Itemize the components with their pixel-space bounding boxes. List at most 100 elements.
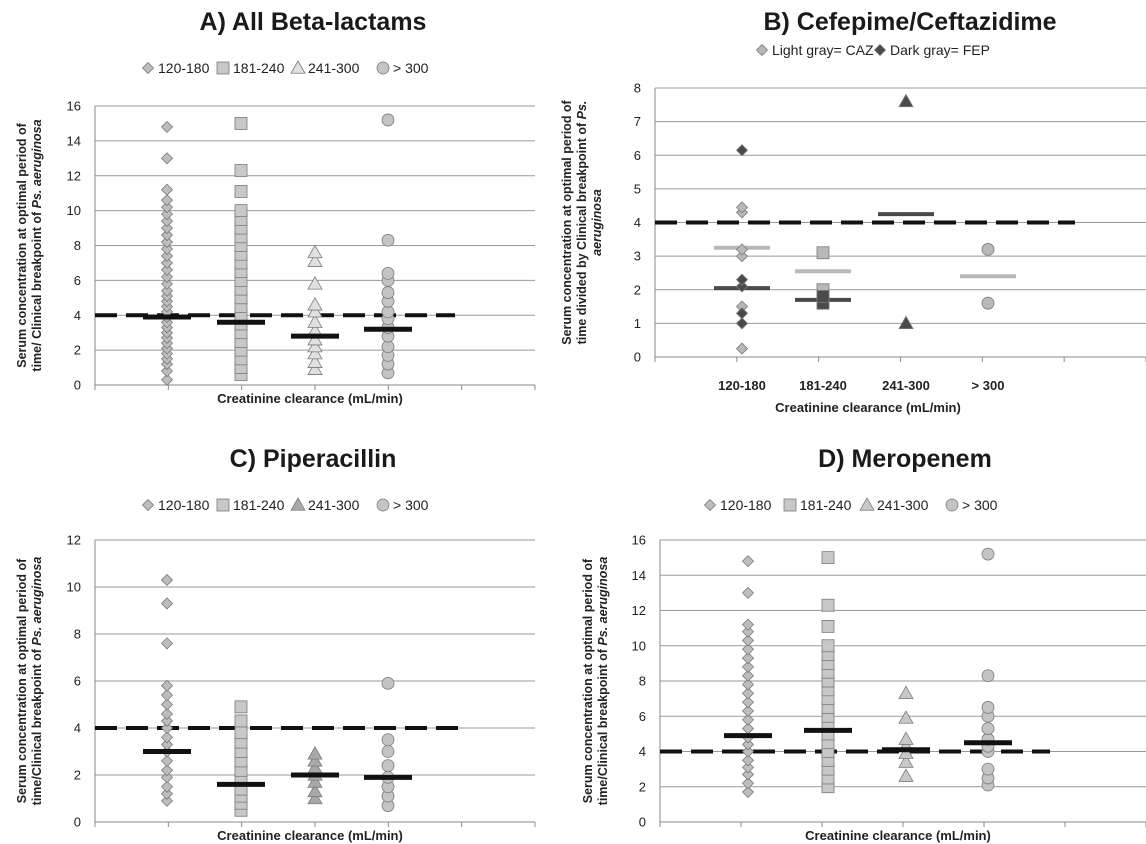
- y-tick-label: 1: [634, 316, 641, 331]
- data-point: [160, 689, 174, 702]
- data-point: [735, 144, 749, 157]
- legend-label: 120-180: [158, 60, 210, 76]
- legend-label: Dark gray= FEP: [890, 42, 990, 58]
- legend-marker: [783, 498, 797, 512]
- y-tick-label: 7: [634, 114, 641, 129]
- data-point: [981, 762, 995, 776]
- data-point: [741, 618, 755, 631]
- data-point: [898, 754, 914, 768]
- y-tick-label: 14: [632, 568, 646, 583]
- y-axis-label: Serum concentration at optimal period of: [15, 122, 29, 367]
- data-point: [307, 354, 323, 368]
- data-point: [160, 277, 174, 290]
- data-point: [307, 746, 323, 760]
- legend-marker: [755, 43, 769, 57]
- y-tick-label: 8: [74, 238, 81, 253]
- legend-marker: [290, 497, 306, 511]
- data-point: [160, 794, 174, 807]
- data-point: [307, 783, 323, 798]
- data-point: [160, 364, 174, 378]
- y-tick-label: 4: [74, 721, 81, 736]
- legend-marker: [376, 498, 390, 512]
- data-point: [307, 303, 323, 318]
- y-tick-label: 12: [67, 533, 81, 548]
- chart-title: A) All Beta-lactams: [200, 8, 427, 36]
- data-point: [160, 714, 174, 728]
- data-point: [160, 208, 174, 221]
- legend-marker: [290, 60, 306, 74]
- data-point: [160, 152, 174, 165]
- data-point: [741, 678, 755, 691]
- data-point: [234, 726, 248, 740]
- data-point: [160, 373, 174, 386]
- data-point: [160, 201, 174, 214]
- x-axis-label: Creatinine clearance (mL/min): [775, 400, 961, 415]
- legend-label: > 300: [393, 497, 429, 513]
- data-point: [160, 194, 174, 207]
- x-category-label: 241-300: [882, 378, 930, 393]
- y-tick-label: 0: [74, 815, 81, 830]
- y-tick-label: 4: [634, 215, 641, 230]
- y-tick-label: 6: [634, 148, 641, 163]
- legend-label: 181-240: [233, 497, 285, 513]
- panel-c: C) Piperacillin 0 2 4 6 8 10 12 Serum concentrat…: [15, 445, 536, 843]
- series-120-180: [724, 555, 772, 799]
- data-point: [381, 113, 395, 127]
- y-tick-label: 3: [634, 249, 641, 264]
- data-point: [741, 555, 755, 568]
- data-point: [821, 639, 835, 653]
- panel-d: D) Meropenem 0 2 4 6 8 10 12 14 16 Serum concentra…: [581, 445, 1146, 843]
- legend-label: 241-300: [308, 497, 360, 513]
- y-tick-label: 8: [74, 627, 81, 642]
- data-point: [307, 276, 323, 290]
- data-point: [898, 745, 914, 759]
- panel-a: A) All Beta-lactams 0 2 4 6 8 10 12 14 16 Serum co…: [15, 8, 536, 406]
- data-point: [307, 331, 323, 346]
- data-point: [307, 296, 323, 311]
- x-axis-label: Creatinine clearance (mL/min): [217, 828, 403, 843]
- data-point: [381, 266, 395, 280]
- data-point: [160, 637, 174, 650]
- data-point: [381, 733, 395, 747]
- legend-label: 241-300: [877, 497, 929, 513]
- data-point: [307, 314, 323, 328]
- data-point: [234, 117, 248, 130]
- data-point: [234, 185, 248, 198]
- y-tick-label: 6: [74, 273, 81, 288]
- x-axis-label: Creatinine clearance (mL/min): [805, 828, 991, 843]
- y-tick-label: 4: [639, 744, 646, 759]
- y-tick-label: 0: [634, 350, 641, 365]
- y-tick-label: 8: [639, 674, 646, 689]
- y-tick-label: 8: [634, 81, 641, 96]
- data-point: [981, 722, 995, 735]
- data-point: [307, 244, 323, 259]
- data-point: [160, 284, 174, 297]
- y-tick-label: 12: [632, 603, 646, 618]
- legend-marker: [873, 43, 887, 57]
- data-point: [160, 263, 174, 276]
- y-axis-label: aeruginosa: [590, 189, 604, 256]
- data-point: [741, 704, 755, 718]
- data-point: [307, 338, 323, 353]
- data-point: [741, 738, 755, 751]
- data-point: [381, 759, 395, 772]
- legend-label: 241-300: [308, 60, 360, 76]
- data-point: [735, 201, 749, 214]
- y-tick-label: 5: [634, 181, 641, 196]
- x-category-label: 120-180: [718, 378, 766, 393]
- y-axis-label: time/Clinical breakpoint of Ps. aerugino…: [596, 557, 610, 806]
- data-point: [741, 696, 755, 709]
- data-point: [741, 586, 755, 599]
- series-241-300: [882, 685, 930, 782]
- data-point: [816, 290, 830, 303]
- legend-label: 120-180: [720, 497, 772, 513]
- data-point: [160, 256, 174, 270]
- data-point: [821, 619, 835, 633]
- y-tick-label: 14: [67, 133, 81, 148]
- data-point: [981, 547, 995, 561]
- y-axis-label: time divided by Clinical breakpoint of P…: [575, 101, 589, 345]
- series-241-300: [291, 746, 339, 805]
- y-tick-label: 2: [74, 768, 81, 783]
- chart-title: D) Meropenem: [818, 445, 992, 473]
- data-point: [735, 243, 749, 256]
